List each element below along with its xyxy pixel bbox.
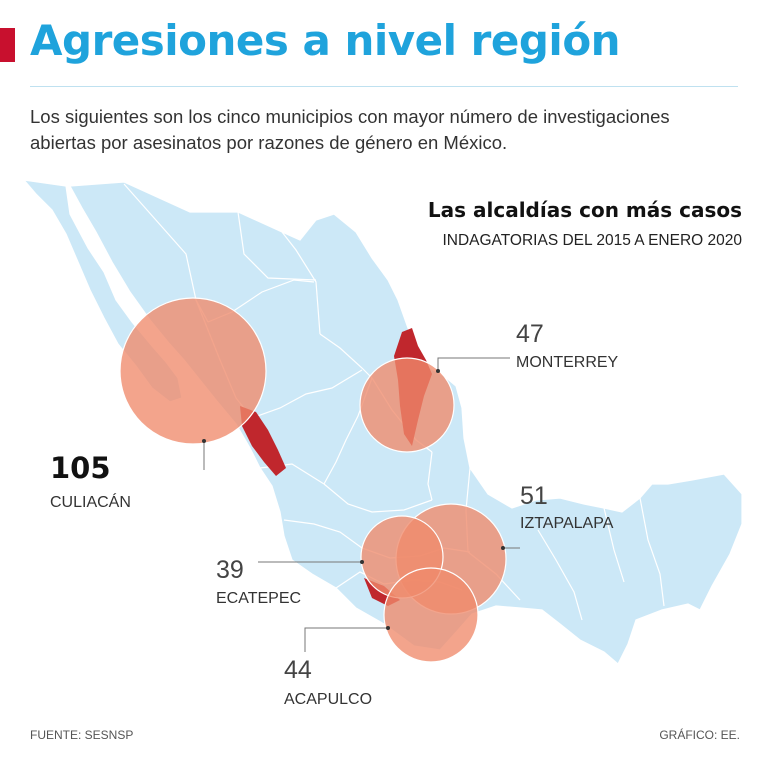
page-title: Agresiones a nivel región	[30, 16, 621, 65]
graphic-credit: GRÁFICO: EE.	[659, 728, 740, 742]
monterrey-bubble	[359, 357, 455, 453]
title-divider	[30, 86, 738, 87]
monterrey-count: 47	[516, 320, 544, 348]
leader-lines	[203, 357, 520, 652]
culiacan-label: CULIACÁN	[50, 494, 131, 511]
ecatepec-count: 39	[216, 556, 244, 584]
acapulco-count: 44	[284, 656, 312, 684]
iztapalapa-count: 51	[520, 482, 548, 510]
bubble-layer	[119, 297, 507, 663]
leader-dots	[202, 369, 505, 630]
source-note: FUENTE: SESNSP	[30, 728, 134, 742]
culiacan-area-highlight	[240, 406, 286, 476]
title-accent-bar	[0, 28, 15, 62]
culiacan-bubble	[119, 297, 267, 445]
map-subtitle: Las alcaldías con más casos	[427, 198, 742, 222]
iztapalapa-label: IZTAPALAPA	[520, 515, 614, 532]
acapulco-label: ACAPULCO	[284, 691, 373, 708]
culiacan-count: 105	[50, 451, 111, 485]
monterrey-label: MONTERREY	[516, 354, 619, 371]
ecatepec-label: ECATEPEC	[216, 590, 302, 607]
intro-text: Los siguientes son los cinco municipios …	[30, 106, 670, 153]
map-period: INDAGATORIAS DEL 2015 A ENERO 2020	[442, 232, 742, 249]
acapulco-bubble	[383, 567, 479, 663]
